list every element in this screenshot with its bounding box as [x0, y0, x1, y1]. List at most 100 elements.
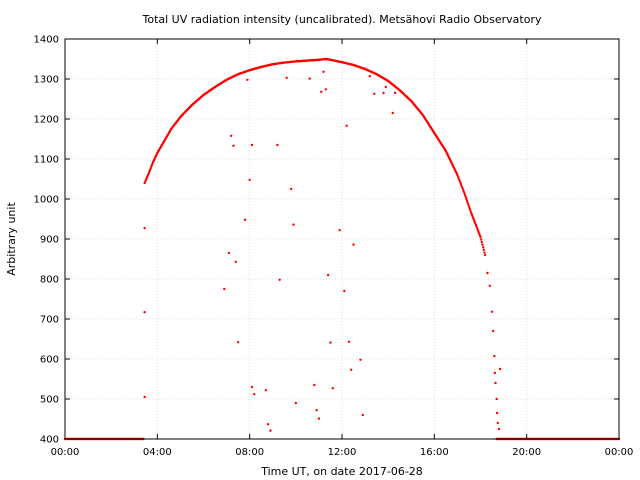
- data-point: [290, 187, 293, 191]
- data-point: [479, 238, 483, 241]
- y-tick-label: 800: [40, 275, 59, 286]
- data-point: [481, 246, 485, 249]
- data-point: [227, 251, 231, 255]
- data-point: [456, 175, 460, 178]
- data-point: [479, 235, 482, 239]
- x-tick-label: 08:00: [235, 447, 264, 458]
- x-tick-label: 00:00: [51, 447, 80, 458]
- data-point: [317, 417, 321, 420]
- x-tick-label: 00:00: [605, 447, 634, 458]
- data-point: [230, 134, 233, 137]
- data-point: [308, 77, 311, 80]
- y-tick-label: 1000: [34, 195, 59, 206]
- data-point: [278, 278, 281, 281]
- data-point: [329, 341, 332, 344]
- data-point: [464, 195, 467, 199]
- data-point: [391, 111, 394, 115]
- data-point: [320, 90, 323, 94]
- data-point: [498, 367, 502, 371]
- data-point: [490, 310, 494, 313]
- data-point: [483, 253, 487, 257]
- grid-lines: [65, 39, 619, 439]
- data-point: [382, 91, 385, 95]
- data-point: [250, 385, 254, 389]
- x-tick-label: 04:00: [143, 447, 172, 458]
- data-point: [361, 413, 364, 417]
- y-tick-label: 400: [40, 435, 59, 446]
- data-point: [338, 229, 341, 232]
- data-point: [457, 177, 460, 180]
- data-point: [467, 203, 470, 207]
- data-point: [350, 368, 353, 371]
- data-point: [236, 341, 240, 344]
- data-point: [458, 179, 461, 182]
- data-point: [456, 173, 459, 177]
- data-point: [393, 91, 397, 95]
- data-point: [223, 287, 226, 291]
- data-point: [465, 197, 468, 201]
- data-point: [248, 178, 251, 181]
- data-point: [232, 144, 235, 147]
- data-point: [465, 199, 469, 203]
- y-tick-label: 1100: [34, 155, 59, 166]
- data-point: [495, 411, 499, 415]
- data-point: [250, 143, 254, 147]
- data-point: [264, 389, 268, 392]
- data-point: [315, 409, 318, 412]
- data-point: [343, 289, 346, 293]
- data-point: [322, 70, 325, 74]
- data-point: [481, 243, 484, 246]
- y-axis-ticks: 400 500 600 700 800 900 1000 1100 1200 1300 1400: [34, 35, 619, 446]
- data-point: [493, 371, 497, 375]
- data-point: [480, 240, 484, 244]
- data-point: [352, 243, 355, 246]
- data-point: [463, 191, 466, 195]
- data-point: [469, 209, 472, 213]
- data-point: [492, 329, 495, 333]
- x-tick-label: 16:00: [420, 447, 449, 458]
- data-point: [373, 92, 376, 96]
- data-point: [292, 223, 295, 226]
- data-point: [494, 381, 497, 385]
- x-tick-label: 20:00: [512, 447, 541, 458]
- data-point: [143, 395, 146, 399]
- y-tick-label: 700: [40, 315, 59, 326]
- y-tick-label: 900: [40, 235, 59, 246]
- chart-title: Total UV radiation intensity (uncalibrat…: [142, 13, 542, 26]
- data-point: [482, 248, 485, 252]
- data-point: [331, 387, 334, 390]
- data-point: [269, 429, 272, 432]
- y-tick-label: 1300: [34, 75, 59, 86]
- x-tick-label: 12:00: [328, 447, 357, 458]
- data-point: [460, 184, 463, 187]
- x-axis-label: Time UT, on date 2017-06-28: [260, 465, 423, 478]
- data-point: [467, 205, 471, 209]
- y-tick-label: 500: [40, 395, 59, 406]
- data-point: [462, 190, 465, 193]
- data-point: [468, 207, 472, 211]
- data-point: [359, 358, 362, 361]
- data-point: [253, 393, 256, 396]
- data-point: [243, 218, 247, 221]
- data-point: [326, 273, 330, 277]
- data-point: [345, 124, 348, 128]
- data-point: [459, 182, 463, 186]
- data-point: [285, 76, 288, 80]
- data-point: [466, 201, 469, 205]
- y-tick-label: 1400: [34, 35, 59, 46]
- data-point: [143, 227, 146, 230]
- data-point: [294, 401, 298, 405]
- data-point: [496, 421, 500, 425]
- y-axis-label: Arbitrary unit: [5, 202, 18, 276]
- data-point: [313, 383, 316, 387]
- data-point: [461, 186, 464, 189]
- y-tick-label: 600: [40, 355, 59, 366]
- data-point: [384, 85, 388, 89]
- data-point: [458, 181, 462, 184]
- data-point: [276, 143, 279, 147]
- data-point: [266, 423, 270, 426]
- data-point: [368, 75, 371, 78]
- data-point: [486, 271, 489, 275]
- data-point: [483, 251, 486, 254]
